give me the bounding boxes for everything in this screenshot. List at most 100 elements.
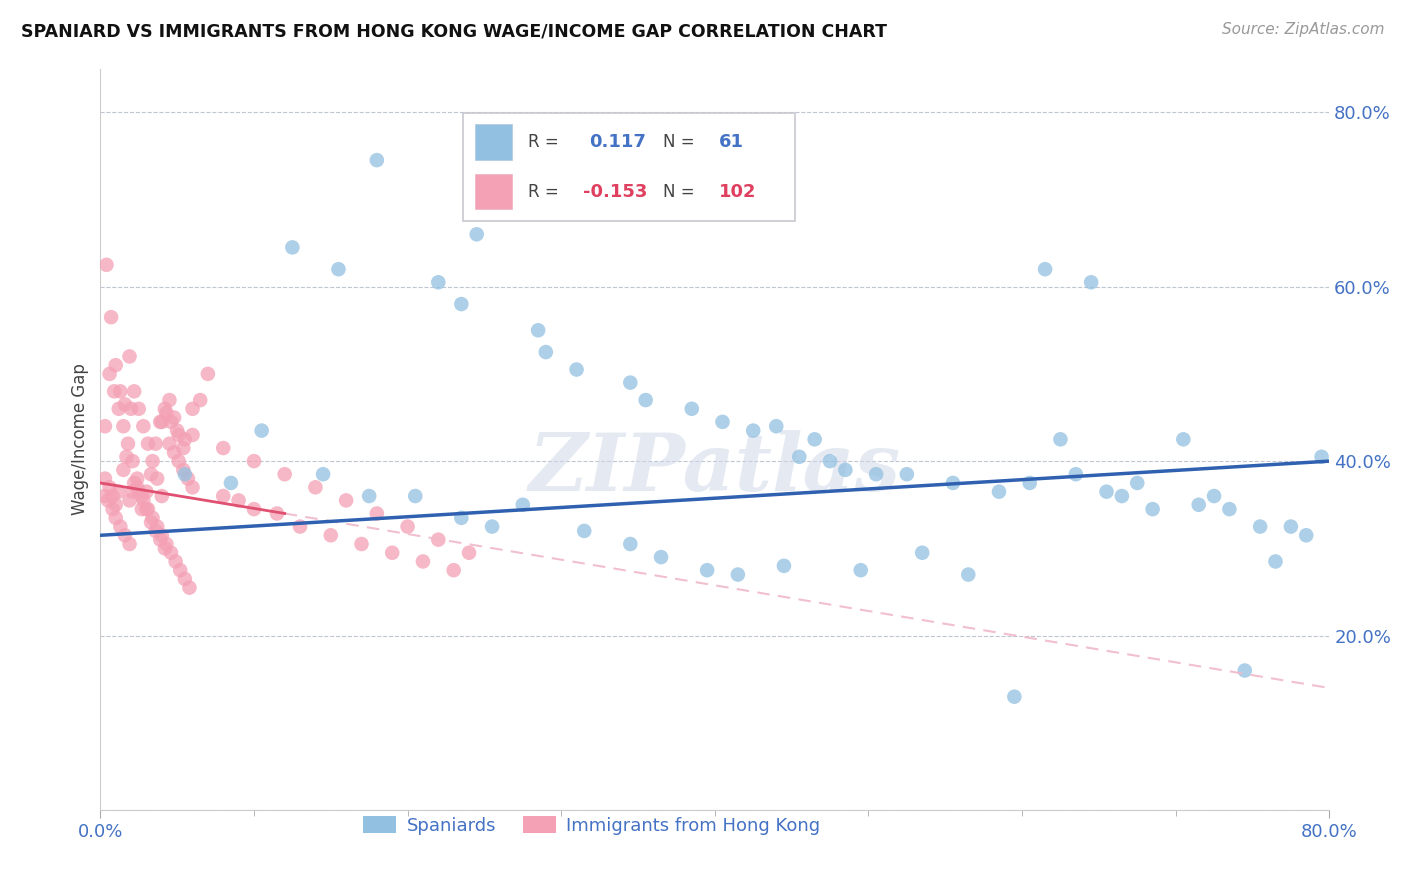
- Point: [412, 554, 434, 568]
- Point: [172, 441, 194, 455]
- Point: [696, 563, 718, 577]
- Point: [114, 528, 136, 542]
- Point: [155, 537, 177, 551]
- Point: [146, 472, 169, 486]
- Text: Source: ZipAtlas.com: Source: ZipAtlas.com: [1222, 22, 1385, 37]
- Text: 0.117: 0.117: [589, 133, 647, 151]
- Point: [396, 519, 419, 533]
- Legend: Spaniards, Immigrants from Hong Kong: Spaniards, Immigrants from Hong Kong: [356, 809, 828, 842]
- Point: [149, 533, 172, 547]
- Point: [527, 323, 550, 337]
- Point: [328, 262, 350, 277]
- Point: [167, 428, 190, 442]
- Point: [114, 397, 136, 411]
- Point: [1033, 262, 1056, 277]
- Point: [169, 563, 191, 577]
- Point: [94, 472, 117, 486]
- Point: [163, 410, 186, 425]
- Point: [727, 567, 749, 582]
- Point: [118, 537, 141, 551]
- Point: [127, 480, 149, 494]
- Bar: [475, 124, 512, 160]
- Point: [131, 502, 153, 516]
- Point: [139, 515, 162, 529]
- Point: [110, 384, 132, 399]
- Point: [103, 384, 125, 399]
- Point: [1126, 475, 1149, 490]
- Point: [381, 546, 404, 560]
- Point: [534, 345, 557, 359]
- Point: [1295, 528, 1317, 542]
- Point: [160, 415, 183, 429]
- Point: [139, 467, 162, 482]
- Point: [1202, 489, 1225, 503]
- Point: [101, 489, 124, 503]
- Point: [104, 511, 127, 525]
- Point: [481, 519, 503, 533]
- Point: [128, 484, 150, 499]
- Point: [465, 227, 488, 242]
- Point: [150, 415, 173, 429]
- Point: [188, 392, 211, 407]
- Point: [1002, 690, 1025, 704]
- Point: [107, 484, 129, 499]
- Point: [288, 519, 311, 533]
- Point: [181, 480, 204, 494]
- Point: [173, 467, 195, 482]
- Point: [160, 546, 183, 560]
- Point: [96, 258, 118, 272]
- Point: [942, 475, 965, 490]
- Point: [1064, 467, 1087, 482]
- Point: [243, 502, 266, 516]
- Point: [650, 550, 672, 565]
- Point: [304, 480, 326, 494]
- Point: [159, 436, 181, 450]
- Text: ZIPatlas: ZIPatlas: [529, 430, 901, 508]
- Point: [512, 498, 534, 512]
- Point: [450, 297, 472, 311]
- Point: [128, 401, 150, 416]
- Point: [1095, 484, 1118, 499]
- Point: [98, 367, 121, 381]
- Point: [266, 507, 288, 521]
- Text: R =: R =: [529, 183, 564, 201]
- Point: [443, 563, 465, 577]
- Point: [281, 240, 304, 254]
- Point: [619, 537, 641, 551]
- Point: [634, 392, 657, 407]
- Point: [132, 493, 155, 508]
- Point: [366, 507, 388, 521]
- Point: [97, 493, 120, 508]
- Point: [142, 511, 165, 525]
- Point: [834, 463, 856, 477]
- Point: [427, 275, 450, 289]
- Point: [136, 436, 159, 450]
- Point: [149, 415, 172, 429]
- Point: [565, 362, 588, 376]
- Point: [150, 528, 173, 542]
- Point: [681, 401, 703, 416]
- Point: [101, 502, 124, 516]
- Point: [172, 463, 194, 477]
- Point: [145, 436, 167, 450]
- Point: [787, 450, 810, 464]
- Point: [366, 153, 388, 168]
- Point: [574, 524, 596, 538]
- Point: [118, 493, 141, 508]
- Point: [94, 489, 117, 503]
- Point: [803, 433, 825, 447]
- Point: [1249, 519, 1271, 533]
- Point: [167, 454, 190, 468]
- Point: [319, 528, 342, 542]
- Point: [98, 480, 121, 494]
- Point: [104, 498, 127, 512]
- Point: [865, 467, 887, 482]
- Point: [1173, 433, 1195, 447]
- Point: [427, 533, 450, 547]
- Point: [166, 424, 188, 438]
- Point: [117, 436, 139, 450]
- Point: [136, 502, 159, 516]
- Point: [127, 472, 149, 486]
- Point: [1080, 275, 1102, 289]
- Point: [911, 546, 934, 560]
